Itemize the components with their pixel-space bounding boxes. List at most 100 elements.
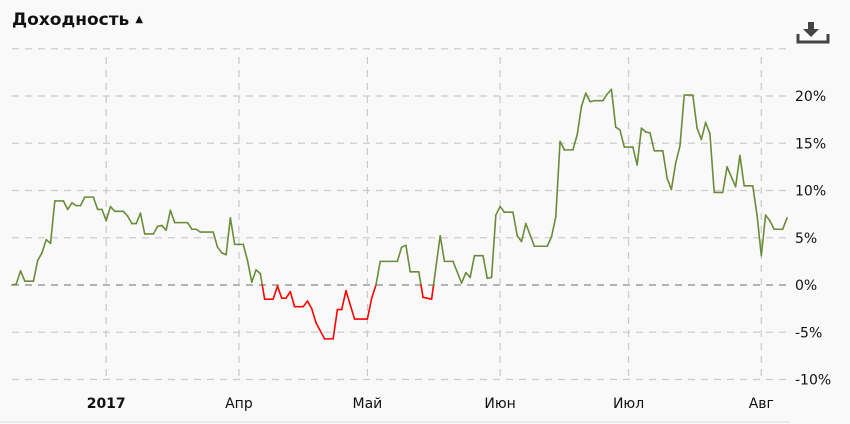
line-segment [460,271,467,284]
chart-title[interactable]: Доходность ▲ [12,10,143,30]
triangle-up-icon: ▲ [135,14,144,25]
x-axis: 2017 Апр Май Июн Июл Авг [87,396,774,412]
line-segment [640,127,647,133]
line-segment [417,270,422,286]
download-icon [796,22,830,44]
line-segment [709,133,716,194]
y-tick-label: 0% [795,278,817,294]
line-segment [109,205,116,213]
line-segment [734,154,741,188]
y-tick-label: -5% [795,325,822,341]
line-segment [306,300,313,310]
line-segment [315,321,326,340]
series-line [11,88,788,340]
line-segment [614,126,621,131]
line-segment [584,92,591,103]
y-tick-label: 15% [795,136,826,152]
chart-title-text: Доходность [12,10,130,30]
line-segment [255,269,262,275]
line-segment [516,235,523,243]
line-segment [310,307,317,324]
line-segment [259,272,264,286]
line-segment [152,225,159,235]
y-tick-label: 5% [795,231,817,247]
line-segment [756,214,763,257]
line-segment [751,184,758,216]
line-segment [572,133,578,151]
line-segment [195,228,202,233]
line-segment [760,214,767,257]
line-segment [525,222,536,248]
download-button[interactable] [795,20,831,46]
line-segment [272,285,279,300]
x-tick-label: Июн [484,396,515,412]
line-segment [482,254,489,280]
line-segment [439,235,446,263]
line-segment [92,196,99,211]
x-tick-label: Май [353,396,383,412]
line-segment [289,290,296,308]
y-axis: 20% 15% 10% 5% 0% -5% -10% [795,89,831,389]
line-segment [769,219,775,231]
line-segment [345,289,352,306]
line-segment [465,271,471,279]
line-segment [452,260,463,284]
line-segment [332,308,339,340]
line-segment [186,221,193,231]
line-segment [469,254,476,279]
line-segment [250,269,257,283]
line-segment [432,235,441,286]
x-tick-label: Апр [225,396,253,412]
line-segment [49,200,56,245]
line-segment [165,209,172,231]
line-segment [726,166,737,188]
line-segment [499,205,506,214]
line-segment [512,211,519,237]
line-segment [546,236,553,248]
line-segment [366,297,373,320]
line-segment [550,216,557,238]
line-segment [19,270,26,283]
line-segment [246,259,253,283]
line-segment [632,146,638,166]
line-segment [212,231,219,248]
line-segment [261,284,266,300]
line-segment [349,304,356,320]
line-segment [126,215,133,225]
line-segment [700,121,707,141]
line-segment [422,296,433,300]
line-segment [666,177,673,191]
y-tick-label: 10% [795,184,826,200]
line-segment [662,150,668,180]
x-tick-label: Июл [613,396,644,412]
line-segment [225,217,232,256]
line-segment [32,259,39,283]
x-tick-label: 2017 [87,396,126,412]
line-segment [430,284,435,300]
line-segment [692,94,698,129]
line-segment [216,246,223,254]
line-segment [276,285,283,300]
line-segment [674,145,681,164]
line-segment [559,140,566,151]
line-segment [520,222,527,243]
line-segment [670,162,677,191]
line-segment [739,154,745,187]
line-segment [139,212,146,235]
line-segment [71,201,78,207]
line-segment [554,140,561,218]
line-segment [370,284,377,300]
x-tick-label: Авг [749,396,774,412]
line-segment [122,210,129,217]
line-segment [375,260,382,286]
line-segment [79,196,86,207]
line-segment [285,290,292,300]
line-segment [619,129,626,148]
line-segment [679,94,686,147]
line-segment [764,214,771,222]
y-tick-label: -10% [795,373,831,389]
line-segment [15,270,22,285]
line-segment [66,201,73,211]
line-segment [781,217,788,231]
line-segment [696,127,703,141]
